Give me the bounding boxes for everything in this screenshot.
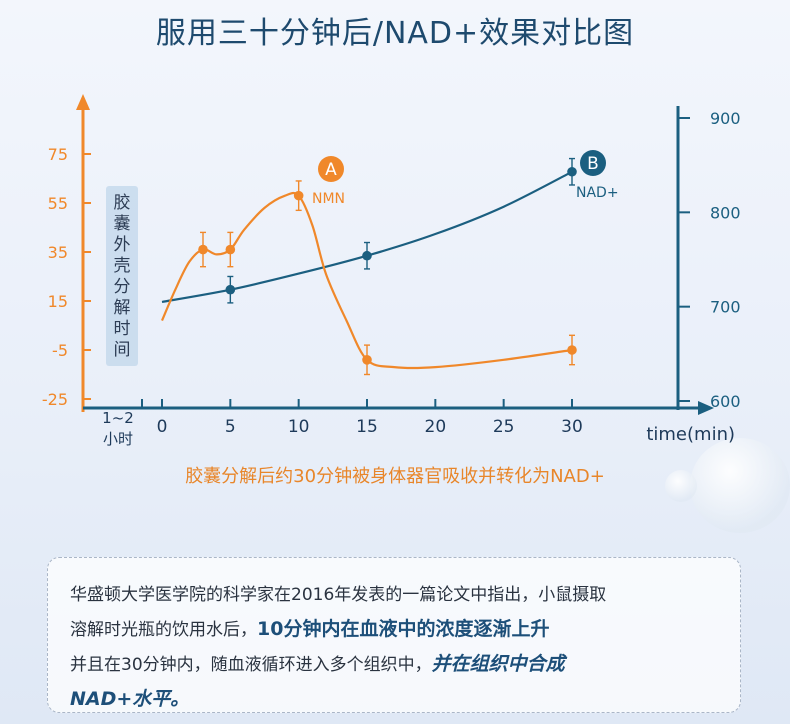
- x-tick-label: 5: [225, 417, 236, 437]
- note-line-2: 溶解时光瓶的饮用水后，10分钟内在血液中的浓度逐渐上升: [70, 612, 718, 647]
- note-line-3: 并且在30分钟内，随血液循环进入多个组织中，并在组织中合成: [70, 647, 718, 682]
- note-line-1: 华盛顿大学医学院的科学家在2016年发表的一篇论文中指出，小鼠摄取: [70, 585, 607, 605]
- series-nad-point: [362, 250, 372, 261]
- x-pre-label-line1: 1~2: [102, 409, 134, 427]
- right-tick-label: 600: [710, 392, 741, 411]
- x-tick-label: 20: [425, 417, 447, 437]
- x-tick-label: 10: [288, 417, 310, 437]
- capsule-band: [106, 186, 138, 366]
- left-tick-label: -5: [52, 341, 68, 360]
- series-nmn-line: [160, 191, 573, 370]
- x-axis-arrow: [698, 401, 714, 415]
- left-tick-label: 55: [48, 194, 68, 213]
- marker-b-circle: [580, 150, 606, 176]
- capsule-band-label-char: 时: [114, 319, 131, 339]
- left-tick-label: 35: [48, 243, 68, 262]
- series-nad-label: NAD+: [576, 185, 619, 201]
- series-nmn-point: [293, 190, 304, 201]
- left-tick-label: -25: [42, 390, 68, 409]
- series-nmn-label: NMN: [312, 191, 345, 207]
- capsule-band-label-char: 胶: [114, 193, 131, 213]
- series-nad-line: [161, 170, 573, 303]
- capsule-band-label-char: 分: [114, 277, 131, 297]
- capsule-band-label-char: 间: [114, 340, 131, 360]
- left-tick-label: 15: [48, 292, 68, 311]
- series-nmn-point: [362, 355, 372, 365]
- x-tick-label: 25: [493, 417, 515, 437]
- right-tick-label: 700: [710, 298, 741, 317]
- chart-caption: 胶囊分解后约30分钟被身体器官吸收并转化为NAD+: [185, 466, 605, 487]
- right-tick-label: 800: [710, 203, 741, 222]
- x-tick-label: 30: [561, 417, 583, 437]
- note-line-4: NAD+水平。: [70, 682, 718, 717]
- left-tick-label: 75: [48, 145, 68, 164]
- note-line-3-highlight: 并在组织中合成: [431, 653, 565, 675]
- capsule-band-label-char: 壳: [114, 256, 131, 276]
- decor-bubble-small: [665, 470, 697, 502]
- note-line-2-plain: 溶解时光瓶的饮用水后，: [70, 620, 257, 640]
- note-line-4-highlight: NAD+水平。: [70, 688, 190, 710]
- capsule-band-label-char: 解: [114, 298, 131, 318]
- series-nmn-point: [225, 244, 236, 255]
- series-nad-point: [225, 284, 236, 295]
- info-note-box: 华盛顿大学医学院的科学家在2016年发表的一篇论文中指出，小鼠摄取 溶解时光瓶的…: [47, 557, 741, 713]
- series-nmn-point: [198, 244, 208, 255]
- x-axis-title: time(min): [646, 424, 735, 445]
- capsule-band-label-char: 外: [114, 235, 131, 255]
- series-nad-point: [567, 166, 577, 177]
- x-tick-label: 15: [356, 417, 378, 437]
- marker-b-letter: B: [587, 154, 599, 174]
- series-nmn-point: [567, 345, 577, 355]
- note-line-3-plain: 并且在30分钟内，随血液循环进入多个组织中，: [70, 655, 432, 675]
- capsule-band-label-char: 囊: [114, 214, 131, 234]
- left-axis-arrow: [76, 94, 90, 110]
- marker-a-letter: A: [325, 160, 337, 180]
- note-line-2-highlight: 10分钟内在血液中的浓度逐渐上升: [257, 618, 550, 640]
- marker-a-circle: [318, 156, 344, 182]
- decor-bubble-large: [690, 438, 790, 533]
- chart-title: 服用三十分钟后/NAD+效果对比图: [155, 16, 635, 51]
- x-tick-label: 0: [157, 417, 168, 437]
- right-tick-label: 900: [710, 109, 741, 128]
- x-pre-label-line2: 小时: [103, 430, 133, 448]
